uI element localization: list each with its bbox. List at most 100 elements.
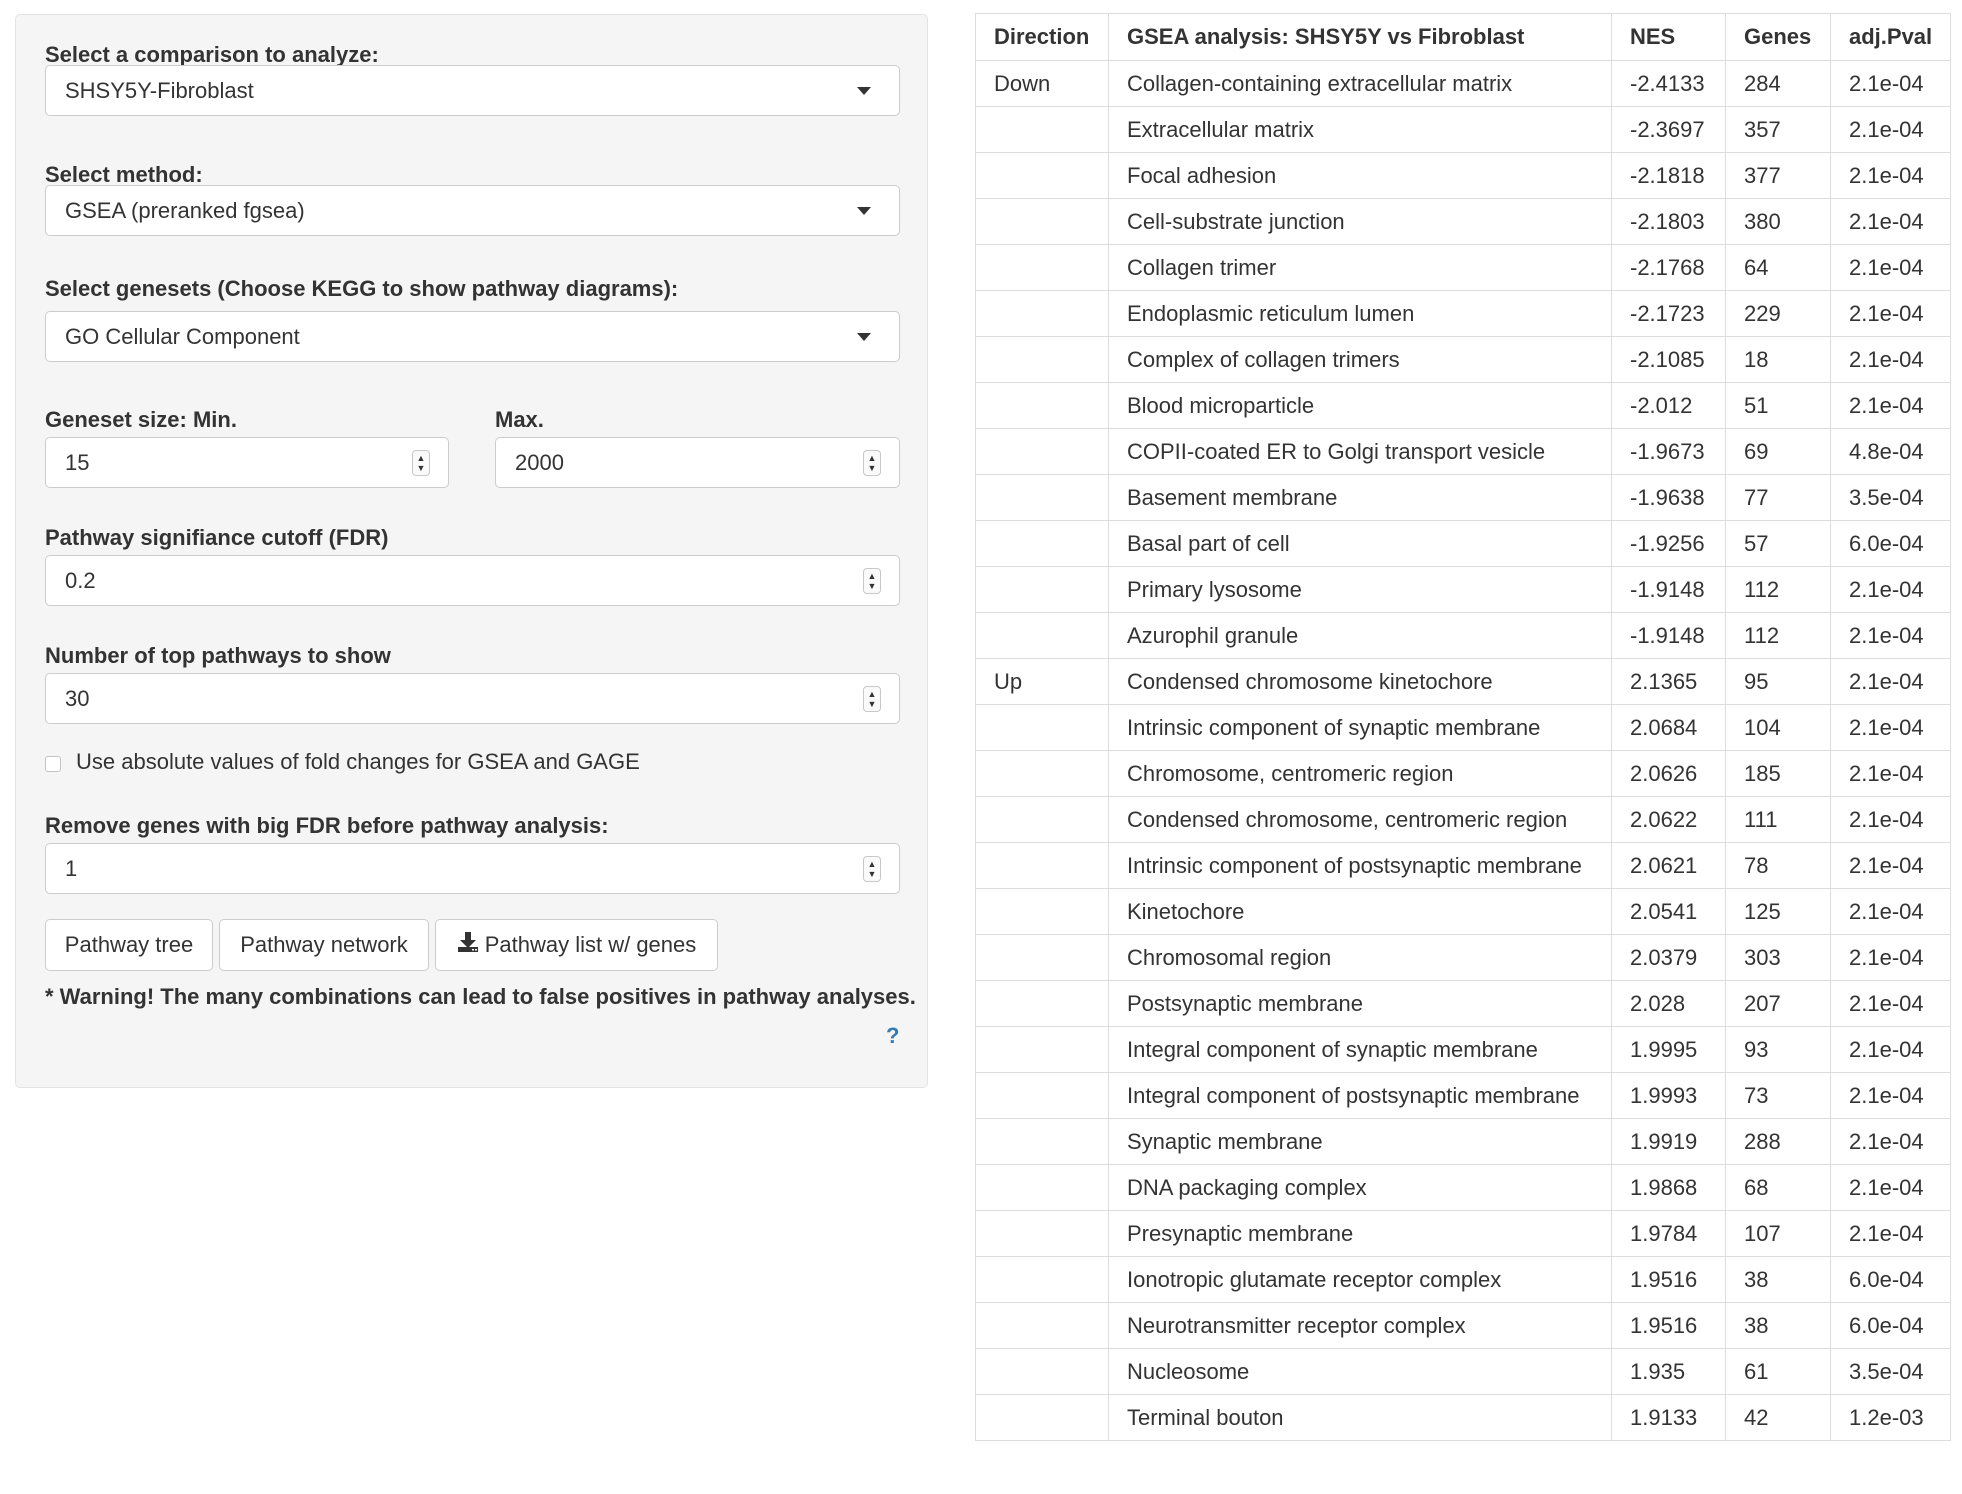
- nes-cell: 1.9868: [1611, 1164, 1726, 1211]
- table-row[interactable]: Integral component of postsynaptic membr…: [975, 1072, 1951, 1119]
- table-row[interactable]: Ionotropic glutamate receptor complex 1.9…: [975, 1256, 1951, 1303]
- genes-cell: 303: [1725, 934, 1831, 981]
- table-row[interactable]: Endoplasmic reticulum lumen -2.1723 229 2.1…: [975, 290, 1951, 337]
- direction-cell: [975, 1026, 1109, 1073]
- table-row[interactable]: Chromosome, centromeric region 2.0626 185 2…: [975, 750, 1951, 797]
- direction-cell: [975, 336, 1109, 383]
- table-row[interactable]: Extracellular matrix -2.3697 357 2.1e-04: [975, 106, 1951, 153]
- remove-fdr-input[interactable]: 1 ▲ ▼: [45, 843, 900, 894]
- adj-pval-cell: 2.1e-04: [1830, 106, 1951, 153]
- col-direction-header[interactable]: Direction: [975, 13, 1109, 61]
- table-row[interactable]: COPII-coated ER to Golgi transport vesic…: [975, 428, 1951, 475]
- adj-pval-cell: 2.1e-04: [1830, 1026, 1951, 1073]
- adj-pval-cell: 2.1e-04: [1830, 60, 1951, 107]
- remove-fdr-label: Remove genes with big FDR before pathway…: [45, 813, 609, 838]
- geneset-max-input[interactable]: 2000 ▲ ▼: [495, 437, 900, 488]
- table-row[interactable]: Integral component of synaptic membrane 1…: [975, 1026, 1951, 1073]
- adj-pval-cell: 2.1e-04: [1830, 612, 1951, 659]
- direction-cell: [975, 1118, 1109, 1165]
- table-row[interactable]: Synaptic membrane 1.9919 288 2.1e-04: [975, 1118, 1951, 1165]
- table-row[interactable]: Condensed chromosome, centromeric region…: [975, 796, 1951, 843]
- method-select[interactable]: GSEA (preranked fgsea): [45, 185, 900, 236]
- geneset-min-input[interactable]: 15 ▲ ▼: [45, 437, 449, 488]
- pathway-cell: Integral component of synaptic membrane: [1108, 1026, 1612, 1073]
- table-row[interactable]: DNA packaging complex 1.9868 68 2.1e-04: [975, 1164, 1951, 1211]
- table-row[interactable]: Chromosomal region 2.0379 303 2.1e-04: [975, 934, 1951, 981]
- comparison-label: Select a comparison to analyze:: [45, 42, 379, 67]
- table-row[interactable]: Presynaptic membrane 1.9784 107 2.1e-04: [975, 1210, 1951, 1257]
- col-nes-header[interactable]: NES: [1611, 13, 1726, 61]
- absolute-fold-checkbox[interactable]: [45, 756, 61, 772]
- col-genes-header[interactable]: Genes: [1725, 13, 1831, 61]
- direction-cell: [975, 1164, 1109, 1211]
- genes-cell: 77: [1725, 474, 1831, 521]
- nes-cell: 1.9516: [1611, 1256, 1726, 1303]
- spinner-arrows-icon[interactable]: ▲ ▼: [863, 856, 881, 882]
- adj-pval-cell: 2.1e-04: [1830, 1072, 1951, 1119]
- spinner-arrows-icon[interactable]: ▲ ▼: [863, 450, 881, 476]
- top-pathways-input[interactable]: 30 ▲ ▼: [45, 673, 900, 724]
- table-row[interactable]: Cell-substrate junction -2.1803 380 2.1e-04: [975, 198, 1951, 245]
- adj-pval-cell: 6.0e-04: [1830, 1302, 1951, 1349]
- table-row[interactable]: Terminal bouton 1.9133 42 1.2e-03: [975, 1394, 1951, 1441]
- genes-cell: 380: [1725, 198, 1831, 245]
- table-row[interactable]: Azurophil granule -1.9148 112 2.1e-04: [975, 612, 1951, 659]
- adj-pval-cell: 2.1e-04: [1830, 1118, 1951, 1165]
- direction-cell: [975, 382, 1109, 429]
- caret-down-icon: [857, 87, 871, 95]
- genes-cell: 18: [1725, 336, 1831, 383]
- fdr-cutoff-input[interactable]: 0.2 ▲ ▼: [45, 555, 900, 606]
- geneset-min-label: Geneset size: Min.: [45, 407, 237, 432]
- direction-cell: [975, 1394, 1109, 1441]
- gsea-results-table: Direction GSEA analysis: SHSY5Y vs Fibrob…: [975, 13, 1951, 1441]
- pathway-list-download-button[interactable]: Pathway list w/ genes: [435, 919, 718, 971]
- help-link[interactable]: ?: [886, 1023, 900, 1048]
- table-row[interactable]: Down Collagen-containing extracellular ma…: [975, 60, 1951, 107]
- spinner-arrows-icon[interactable]: ▲ ▼: [412, 450, 430, 476]
- table-row[interactable]: Collagen trimer -2.1768 64 2.1e-04: [975, 244, 1951, 291]
- table-row[interactable]: Nucleosome 1.935 61 3.5e-04: [975, 1348, 1951, 1395]
- absolute-fold-label[interactable]: Use absolute values of fold changes for …: [76, 749, 640, 774]
- table-row[interactable]: Intrinsic component of synaptic membrane…: [975, 704, 1951, 751]
- col-pathway-header[interactable]: GSEA analysis: SHSY5Y vs Fibroblast: [1108, 13, 1612, 61]
- adj-pval-cell: 3.5e-04: [1830, 1348, 1951, 1395]
- pathway-cell: COPII-coated ER to Golgi transport vesic…: [1108, 428, 1612, 475]
- nes-cell: 2.0379: [1611, 934, 1726, 981]
- geneset-min-value: 15: [65, 449, 90, 475]
- table-row[interactable]: Focal adhesion -2.1818 377 2.1e-04: [975, 152, 1951, 199]
- table-row[interactable]: Basement membrane -1.9638 77 3.5e-04: [975, 474, 1951, 521]
- pathway-network-button[interactable]: Pathway network: [219, 919, 429, 971]
- spinner-arrows-icon[interactable]: ▲ ▼: [863, 568, 881, 594]
- table-row[interactable]: Primary lysosome -1.9148 112 2.1e-04: [975, 566, 1951, 613]
- pathway-tree-button[interactable]: Pathway tree: [45, 919, 213, 971]
- pathway-list-label: Pathway list w/ genes: [484, 932, 697, 957]
- table-row[interactable]: Neurotransmitter receptor complex 1.9516 3…: [975, 1302, 1951, 1349]
- comparison-select[interactable]: SHSY5Y-Fibroblast: [45, 65, 900, 116]
- table-row[interactable]: Intrinsic component of postsynaptic memb…: [975, 842, 1951, 889]
- genes-cell: 68: [1725, 1164, 1831, 1211]
- col-adj-pval-header[interactable]: adj.Pval: [1830, 13, 1951, 61]
- adj-pval-cell: 2.1e-04: [1830, 198, 1951, 245]
- top-pathways-value: 30: [65, 685, 90, 711]
- pathway-cell: Kinetochore: [1108, 888, 1612, 935]
- table-row[interactable]: Blood microparticle -2.012 51 2.1e-04: [975, 382, 1951, 429]
- adj-pval-cell: 1.2e-03: [1830, 1394, 1951, 1441]
- table-row[interactable]: Up Condensed chromosome kinetochore 2.1365…: [975, 658, 1951, 705]
- direction-cell: [975, 198, 1109, 245]
- pathway-cell: Cell-substrate junction: [1108, 198, 1612, 245]
- spinner-arrows-icon[interactable]: ▲ ▼: [863, 686, 881, 712]
- genesets-select[interactable]: GO Cellular Component: [45, 311, 900, 362]
- direction-cell: [975, 566, 1109, 613]
- table-row[interactable]: Postsynaptic membrane 2.028 207 2.1e-04: [975, 980, 1951, 1027]
- nes-cell: -1.9148: [1611, 612, 1726, 659]
- geneset-max-label: Max.: [495, 407, 544, 432]
- pathway-cell: Chromosome, centromeric region: [1108, 750, 1612, 797]
- genes-cell: 64: [1725, 244, 1831, 291]
- nes-cell: 2.0541: [1611, 888, 1726, 935]
- table-row[interactable]: Complex of collagen trimers -2.1085 18 2.1e…: [975, 336, 1951, 383]
- adj-pval-cell: 4.8e-04: [1830, 428, 1951, 475]
- table-row[interactable]: Kinetochore 2.0541 125 2.1e-04: [975, 888, 1951, 935]
- adj-pval-cell: 2.1e-04: [1830, 704, 1951, 751]
- genes-cell: 38: [1725, 1256, 1831, 1303]
- table-row[interactable]: Basal part of cell -1.9256 57 6.0e-04: [975, 520, 1951, 567]
